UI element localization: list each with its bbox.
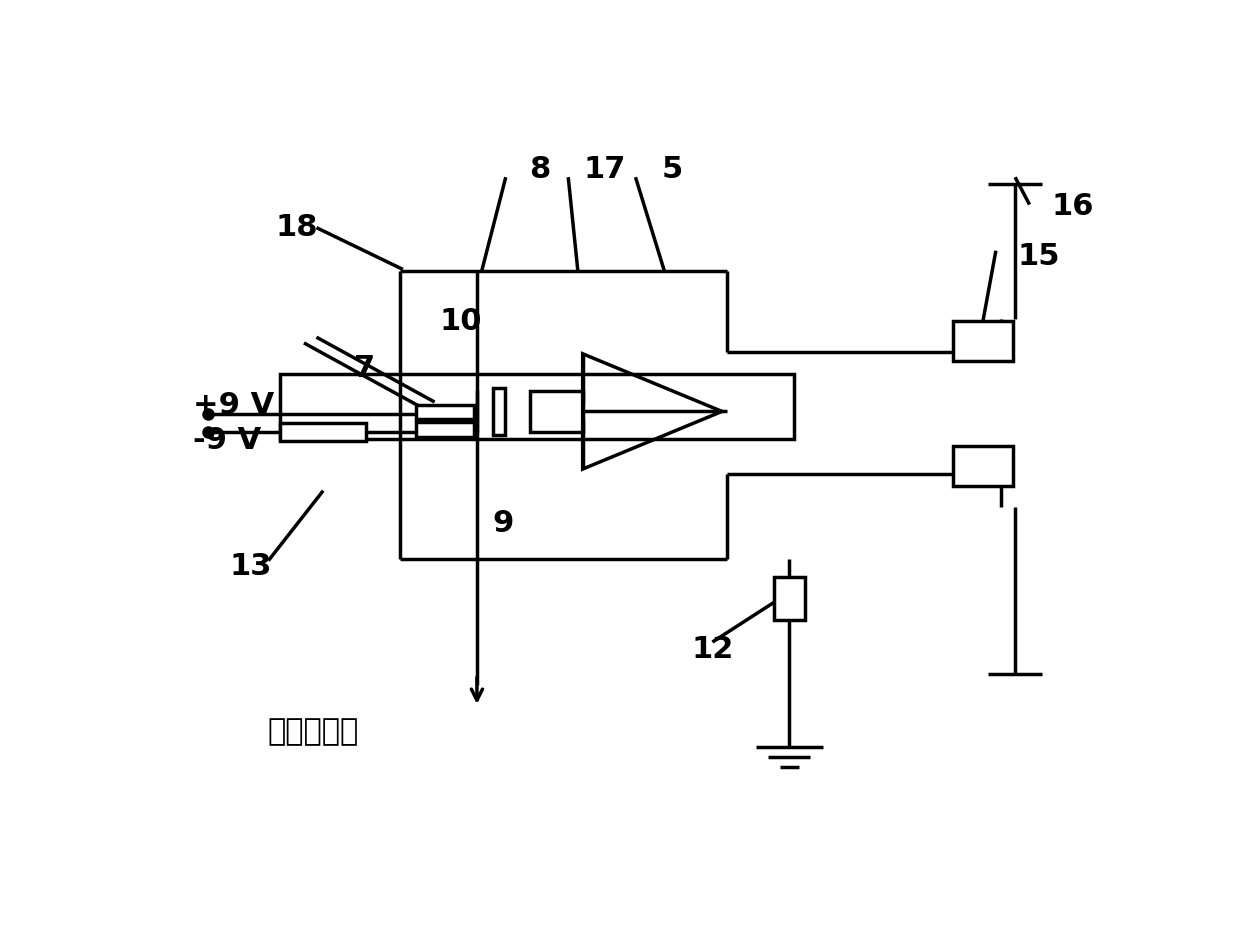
Bar (417, 405, 474, 419)
Bar (280, 374, 794, 439)
Text: 10: 10 (439, 307, 482, 336)
Text: 17: 17 (584, 155, 626, 184)
Text: 5: 5 (661, 155, 683, 184)
Bar (529, 390, 583, 432)
Text: -9 V: -9 V (193, 426, 262, 455)
Text: 18: 18 (277, 213, 319, 242)
Bar (952, 321, 1013, 361)
Bar (280, 422, 367, 441)
Text: 7: 7 (353, 354, 374, 383)
Text: 12: 12 (691, 635, 734, 664)
Bar (494, 388, 505, 435)
Bar (774, 578, 805, 621)
Text: 连接示波器: 连接示波器 (268, 718, 360, 747)
Text: 16: 16 (1052, 192, 1094, 221)
Text: 9: 9 (492, 508, 513, 537)
Text: 15: 15 (1018, 242, 1060, 271)
Text: 13: 13 (229, 552, 273, 581)
Text: 8: 8 (528, 155, 551, 184)
Bar (952, 446, 1013, 486)
Bar (417, 422, 474, 436)
Text: +9 V: +9 V (193, 391, 275, 420)
